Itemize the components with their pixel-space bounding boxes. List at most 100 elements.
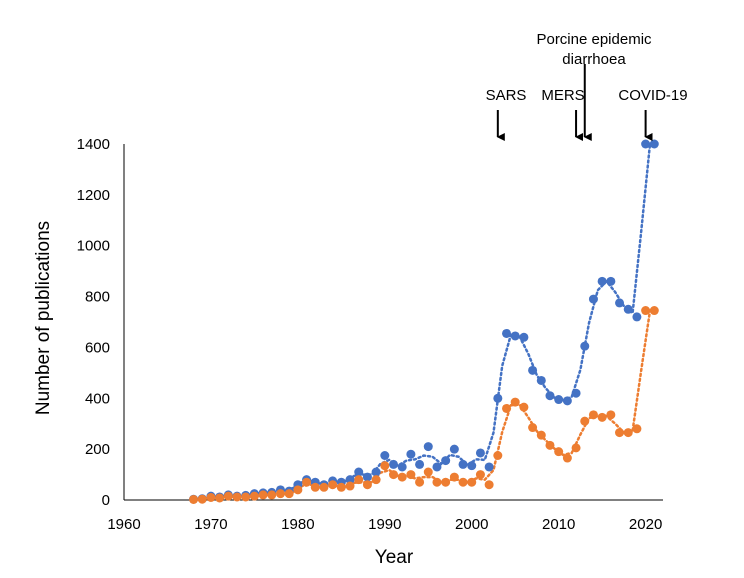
data-points: [189, 139, 659, 504]
series-2-point: [554, 447, 564, 457]
series-2-point: [249, 491, 259, 501]
series-1-point: [475, 448, 485, 458]
series-2-point: [223, 491, 233, 501]
series-1-point: [484, 462, 494, 472]
series-2-point: [415, 477, 425, 487]
series-1-point: [536, 375, 546, 385]
y-tick-label: 400: [85, 390, 110, 407]
series-1-point: [502, 328, 512, 338]
series-2-point: [319, 482, 329, 492]
series-2-point: [389, 470, 398, 480]
series-1-point: [554, 395, 564, 405]
series-1-point: [362, 472, 372, 482]
series-2-point: [545, 440, 555, 450]
series-2-point: [258, 490, 268, 500]
series-2-point: [293, 485, 303, 495]
series-2-point: [189, 494, 199, 504]
series-1-point: [493, 393, 503, 403]
series-1-point: [345, 475, 355, 485]
series-1-point: [519, 332, 529, 342]
annotation-label: SARS: [486, 87, 527, 104]
series-2-point: [354, 475, 364, 485]
series-2-point: [623, 428, 633, 438]
annotation-label: Porcine epidemic: [536, 31, 652, 48]
series-2-point: [502, 403, 512, 413]
series-2-point: [588, 410, 598, 420]
series-2-point: [441, 477, 451, 487]
x-tick-label: 1970: [194, 516, 227, 533]
series-2-point: [397, 472, 407, 482]
series-1-point: [423, 442, 433, 452]
series-2-point: [519, 402, 529, 412]
series-1-point: [623, 304, 633, 314]
annotation-label: diarrhoea: [562, 51, 626, 68]
series-1-point: [449, 444, 459, 454]
series-1-point: [606, 276, 616, 286]
series-2-point: [562, 453, 572, 463]
series-2-point: [449, 472, 459, 482]
series-2-point: [328, 480, 338, 490]
series-1-point: [562, 396, 572, 406]
series-2-point: [432, 477, 442, 487]
series-2-point: [215, 493, 225, 503]
series-2-point: [241, 492, 251, 502]
series-1-point: [588, 294, 598, 304]
series-2-point: [641, 306, 651, 316]
series-2-point: [571, 443, 581, 453]
series-1-point: [641, 139, 651, 149]
series-1-point: [467, 461, 477, 471]
y-tick-labels: 0 200 400 600 800 1000 1200 1400: [77, 136, 110, 509]
y-axis-title: Number of publications: [33, 221, 54, 415]
series-1-point: [354, 467, 364, 477]
series-2-point: [528, 423, 538, 433]
series-1-point: [580, 341, 590, 351]
x-axis-title: Year: [375, 547, 414, 568]
series-2-point: [580, 416, 590, 426]
series-1-point: [397, 462, 407, 472]
series-1-point: [432, 462, 442, 472]
series-1-point: [615, 298, 625, 308]
series-1-point: [415, 459, 425, 469]
series-2-point: [206, 492, 216, 502]
series-2-point: [484, 480, 494, 490]
series-2-point: [302, 477, 312, 487]
y-tick-label: 600: [85, 339, 110, 356]
series-2-point: [232, 492, 242, 502]
series-2-point: [475, 470, 485, 480]
x-tick-label: 2010: [542, 516, 575, 533]
axes: [123, 144, 663, 501]
series-2-point: [371, 475, 381, 485]
series-2-point: [345, 481, 355, 491]
annotation-label: MERS: [541, 87, 584, 104]
x-tick-labels: 1960 1970 1980 1990 2000 2010 2020: [107, 516, 662, 533]
series-1-point: [441, 456, 451, 466]
series-1-point: [632, 312, 642, 322]
series-1-point: [528, 365, 538, 375]
annotation-label: COVID-19: [618, 87, 687, 104]
series-1-point: [389, 459, 398, 469]
series-2-point: [380, 461, 390, 471]
series-2-point: [197, 494, 207, 504]
event-annotations: SARS MERS Porcine epidemic diarrhoea COVID-1…: [486, 31, 688, 141]
series-2-point: [275, 489, 285, 499]
series-2-point: [423, 467, 433, 477]
y-tick-label: 200: [85, 441, 110, 458]
series-2-point: [597, 412, 607, 422]
series-2-point: [362, 480, 372, 490]
series-2-point: [336, 482, 346, 492]
series-1-point: [510, 331, 520, 341]
series-1-point: [371, 467, 381, 477]
series-2-point: [284, 489, 294, 499]
series-1-point: [458, 459, 468, 469]
y-tick-label: 0: [102, 492, 110, 509]
series-2-point: [406, 470, 416, 480]
series-2-point: [632, 424, 642, 434]
series-2-point: [649, 306, 659, 316]
series-2-point: [467, 477, 477, 487]
y-tick-label: 800: [85, 289, 110, 306]
series-1-point: [406, 449, 416, 459]
series-1-point: [649, 139, 659, 149]
series-2-point: [267, 490, 277, 500]
y-tick-label: 1200: [77, 187, 110, 204]
